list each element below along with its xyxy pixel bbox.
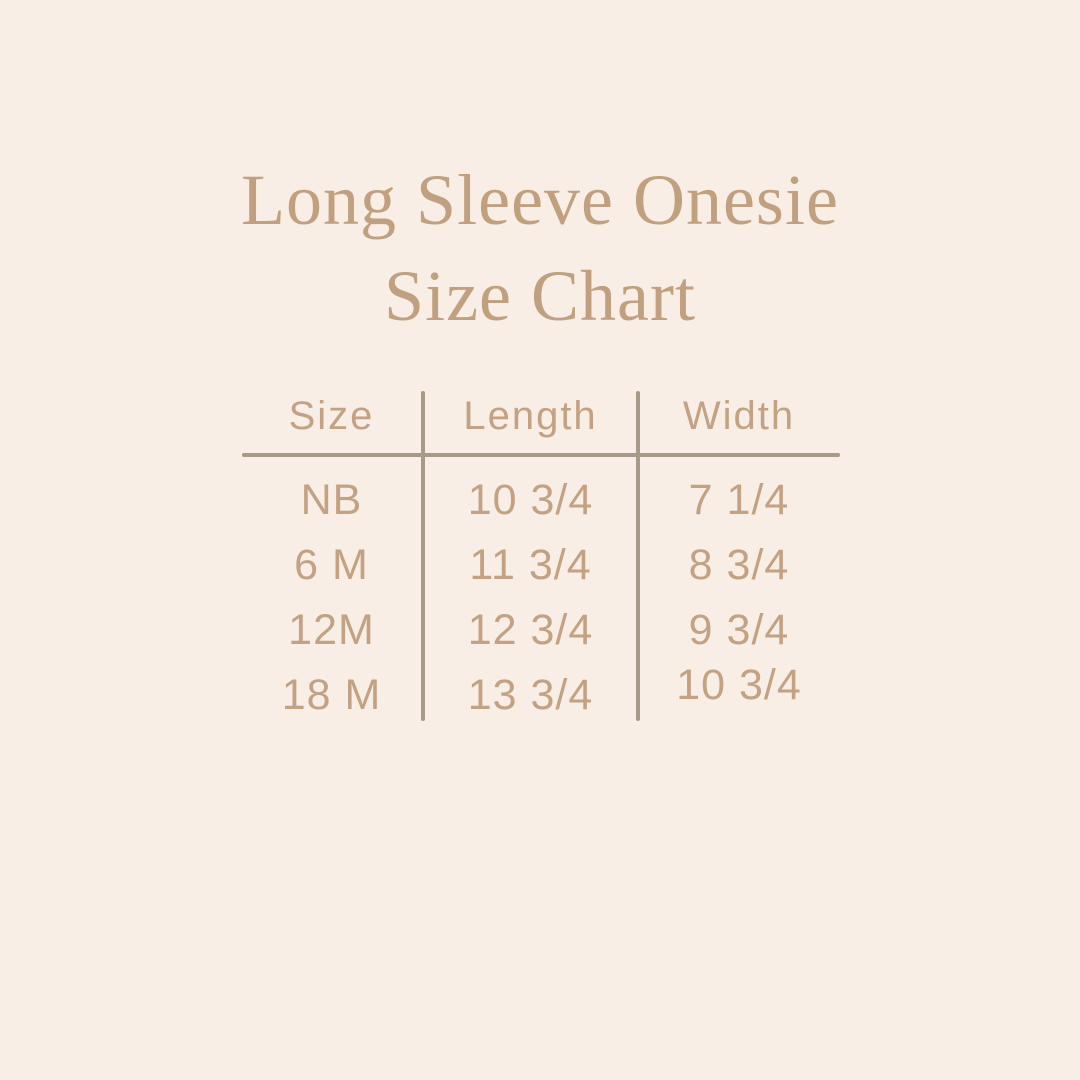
size-cell: 12M <box>288 606 375 654</box>
table-body: NB 10 3/4 7 1/4 6 M 11 3/4 8 3/4 12M 12 3/4 9 3/… <box>240 468 840 728</box>
table-row: 18 M 13 3/4 10 3/4 <box>240 661 840 728</box>
size-cell: 6 M <box>294 541 369 589</box>
table-row: 6 M 11 3/4 8 3/4 <box>240 533 840 598</box>
column-header-length: Length <box>463 393 598 438</box>
column-header-size: Size <box>288 393 375 438</box>
table-header-row: Size Length Width <box>240 385 840 447</box>
vertical-divider-2 <box>636 391 640 721</box>
width-cell: 9 3/4 <box>688 606 790 654</box>
size-chart-table: Size Length Width NB 10 3/4 7 1/4 6 M 11 3/4… <box>240 385 840 730</box>
vertical-divider-1 <box>421 391 425 721</box>
table-row: NB 10 3/4 7 1/4 <box>240 468 840 533</box>
size-cell: 18 M <box>281 671 382 719</box>
header-underline <box>242 453 840 457</box>
width-cell: 7 1/4 <box>688 476 790 524</box>
title-line-1: Long Sleeve Onesie <box>241 160 839 240</box>
length-cell: 13 3/4 <box>467 671 594 719</box>
length-cell: 11 3/4 <box>469 541 592 589</box>
length-cell: 12 3/4 <box>467 606 594 654</box>
size-cell: NB <box>300 476 363 524</box>
length-cell: 10 3/4 <box>467 476 594 524</box>
table-row: 12M 12 3/4 9 3/4 <box>240 598 840 663</box>
width-cell: 10 3/4 <box>676 661 802 709</box>
title-line-2: Size Chart <box>384 256 696 336</box>
column-header-width: Width <box>682 393 796 438</box>
width-cell: 8 3/4 <box>688 541 790 589</box>
page-title: Long Sleeve Onesie Size Chart <box>0 152 1080 344</box>
